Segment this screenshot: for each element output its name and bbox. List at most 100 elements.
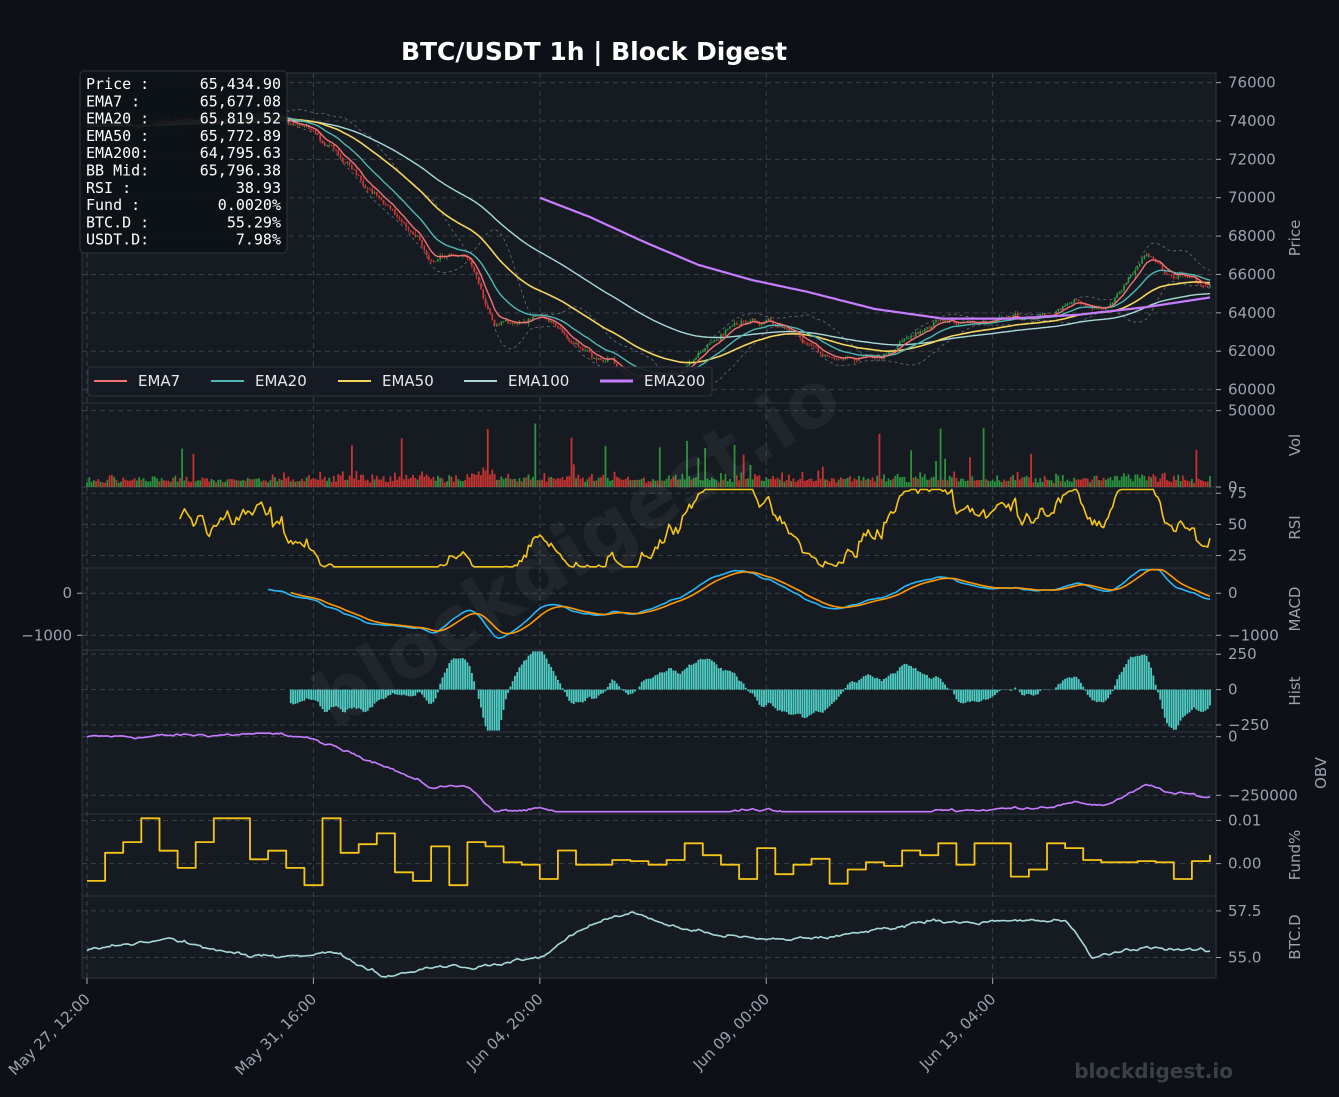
volume-bar: [550, 477, 553, 487]
hist-bar: [511, 681, 514, 690]
volume-bar: [944, 458, 946, 487]
volume-bar: [837, 479, 840, 487]
volume-bar: [862, 476, 865, 487]
volume-bar: [849, 476, 851, 487]
hist-bar: [1159, 689, 1162, 700]
hist-bar: [690, 664, 693, 690]
volume-bar: [255, 478, 258, 487]
volume-bar: [131, 479, 134, 487]
candle-body: [403, 221, 405, 224]
volume-bar: [527, 474, 530, 487]
candle-body: [1132, 274, 1134, 276]
volume-bar: [699, 480, 702, 487]
candle-body: [835, 358, 838, 360]
candle-body: [391, 208, 394, 210]
volume-bar: [878, 433, 881, 487]
volume-bar: [819, 478, 822, 487]
hist-bar: [561, 688, 564, 690]
hist-bar: [575, 689, 577, 703]
volume-bar: [1070, 481, 1073, 487]
volume-bar: [339, 475, 342, 487]
hist-bar: [590, 689, 593, 699]
volume-bar: [1202, 480, 1205, 487]
volume-bar: [615, 476, 618, 487]
candle-body: [312, 130, 315, 132]
volume-bar: [1050, 480, 1053, 487]
candle-body: [792, 331, 795, 334]
volume-bar: [790, 481, 793, 487]
candle-body: [600, 358, 602, 361]
price-tick-label: 72000: [1228, 150, 1276, 168]
hist-bar: [708, 658, 711, 690]
volume-bar: [142, 478, 145, 487]
panel-hist: [81, 649, 1217, 733]
candle-body: [1204, 286, 1207, 288]
hist-bar: [1048, 689, 1051, 691]
hist-bar: [955, 689, 958, 700]
candle-body: [554, 323, 557, 326]
volume-bar: [1021, 477, 1023, 487]
volume-bar: [663, 480, 666, 487]
volume-bar: [905, 481, 908, 487]
volume-bar: [477, 471, 480, 487]
hist-bar: [674, 670, 677, 690]
hist-bar: [695, 662, 697, 690]
candle-body: [717, 339, 720, 341]
hist-bar: [1107, 689, 1110, 699]
volume-bar: [219, 479, 222, 487]
info-value: 65,434.90: [200, 75, 281, 93]
volume-bar: [210, 478, 213, 487]
hist-bar: [903, 663, 906, 690]
volume-bar: [1037, 482, 1039, 487]
funding-axis-label: Fund%: [1286, 830, 1304, 881]
price-axis-label: Price: [1286, 220, 1304, 257]
candle-body: [321, 140, 324, 143]
volume-bar: [980, 479, 983, 487]
volume-bar: [774, 479, 777, 487]
candle-body: [760, 323, 763, 326]
hist-bar: [738, 680, 740, 690]
candle-body: [923, 328, 926, 331]
btcd-axis-label: BTC.D: [1286, 914, 1304, 959]
hist-bar: [452, 658, 455, 690]
hist-bar: [1170, 689, 1173, 728]
candle-body: [736, 323, 738, 325]
hist-bar: [529, 653, 532, 690]
volume-bar: [604, 445, 607, 487]
hist-bar: [550, 666, 553, 690]
volume-bar: [781, 472, 783, 487]
hist-bar: [423, 689, 426, 698]
panel-volume: [81, 402, 1217, 488]
hist-bar: [1066, 677, 1069, 690]
candle-body: [749, 320, 752, 323]
volume-bar: [412, 474, 414, 487]
candle-body: [552, 320, 555, 324]
volume-bar: [416, 479, 419, 487]
volume-bar: [919, 472, 922, 487]
volume-bar: [828, 481, 831, 487]
volume-bar: [785, 480, 788, 487]
volume-bar: [1197, 478, 1200, 487]
volume-bar: [1030, 453, 1033, 487]
x-tick-label: Jun 13, 04:00: [915, 990, 999, 1074]
candle-body: [731, 325, 734, 327]
hist-bar: [597, 689, 600, 696]
volume-bar: [135, 480, 138, 487]
hist-bar: [715, 664, 718, 690]
candle-body: [1166, 273, 1168, 275]
price-tick-label: 66000: [1228, 265, 1276, 283]
volume-bar: [502, 479, 505, 487]
volume-bar: [178, 478, 181, 487]
hist-bar: [464, 659, 467, 690]
volume-bar: [1100, 480, 1103, 487]
candle-body: [502, 321, 505, 323]
volume-bar: [609, 480, 611, 487]
hist-bar: [398, 689, 401, 695]
candle-body: [722, 334, 725, 336]
volume-bar: [283, 472, 285, 487]
candle-body: [1168, 274, 1171, 275]
volume-bar: [421, 471, 423, 487]
volume-bar: [559, 478, 562, 487]
hist-bar: [867, 674, 870, 690]
candle-body: [926, 327, 928, 329]
